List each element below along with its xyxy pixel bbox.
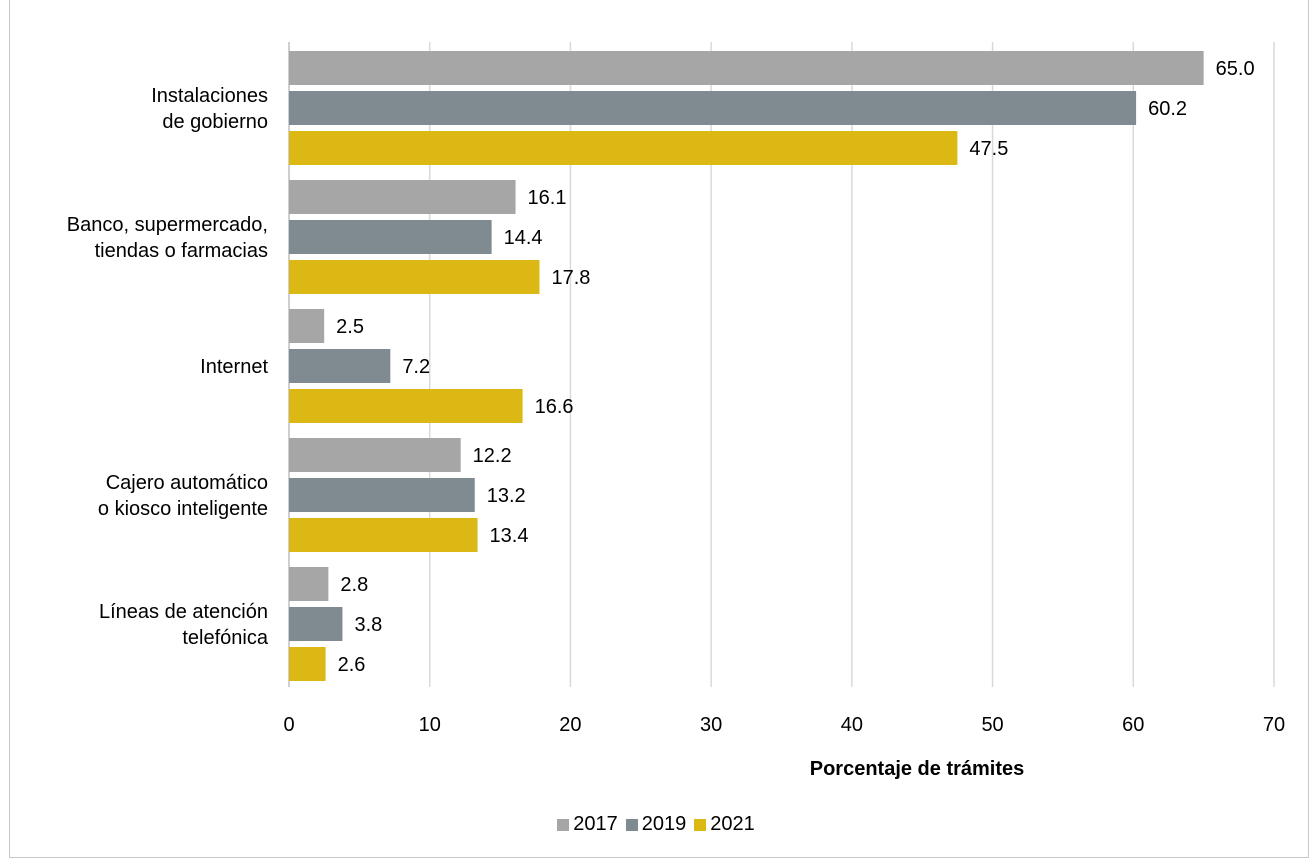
data-label: 3.8 (354, 614, 382, 636)
legend-label: 2021 (710, 813, 755, 835)
x-tick-label: 30 (700, 714, 722, 736)
x-tick-label: 50 (981, 714, 1003, 736)
bar (289, 309, 325, 343)
bar (289, 647, 326, 681)
category-label: Cajero automático (106, 472, 268, 494)
category-label: Líneas de atención (99, 601, 268, 623)
x-tick-label: 20 (559, 714, 581, 736)
data-label: 2.6 (338, 654, 366, 676)
category-label: tiendas o farmacias (95, 240, 268, 262)
bar (289, 260, 540, 294)
category-label: de gobierno (162, 111, 268, 133)
bar (289, 349, 391, 383)
bar (289, 220, 492, 254)
data-label: 60.2 (1148, 98, 1187, 120)
data-label: 2.5 (336, 316, 364, 338)
legend-swatch (557, 818, 570, 831)
x-tick-label: 70 (1263, 714, 1285, 736)
legend-item: 2017 (557, 813, 618, 836)
bar (289, 51, 1204, 85)
data-label: 65.0 (1216, 58, 1255, 80)
bar (289, 180, 516, 214)
data-label: 16.6 (535, 396, 574, 418)
bar (289, 389, 523, 423)
legend-label: 2019 (641, 813, 687, 835)
bar (289, 567, 329, 601)
x-tick-label: 10 (419, 714, 441, 736)
legend-item: 2019 (625, 813, 687, 836)
legend-swatch (625, 818, 638, 831)
x-tick-label: 60 (1122, 714, 1144, 736)
data-label: 2.8 (340, 574, 368, 596)
bar (289, 91, 1137, 125)
bar (289, 478, 475, 512)
bar (289, 438, 461, 472)
x-tick-label: 40 (841, 714, 863, 736)
category-label: Instalaciones (151, 85, 268, 107)
category-label: Banco, supermercado, (67, 214, 268, 236)
x-axis-title: Porcentaje de trámites (810, 758, 1025, 780)
data-label: 13.2 (487, 485, 526, 507)
bar (289, 518, 478, 552)
data-label: 12.2 (473, 445, 512, 467)
legend-label: 2017 (573, 813, 618, 835)
data-label: 16.1 (528, 187, 567, 209)
data-label: 14.4 (504, 227, 543, 249)
category-label: o kiosco inteligente (98, 498, 268, 520)
data-label: 13.4 (490, 525, 529, 547)
bar (289, 131, 958, 165)
legend-item: 2021 (694, 813, 755, 836)
category-label: Internet (200, 356, 268, 378)
data-label: 17.8 (551, 267, 590, 289)
category-label: telefónica (182, 627, 268, 649)
legend: 2017 2019 2021 (0, 813, 1312, 837)
legend-swatch (694, 818, 707, 831)
bar (289, 607, 343, 641)
x-tick-label: 0 (283, 714, 294, 736)
data-label: 47.5 (969, 138, 1008, 160)
data-label: 7.2 (402, 356, 430, 378)
